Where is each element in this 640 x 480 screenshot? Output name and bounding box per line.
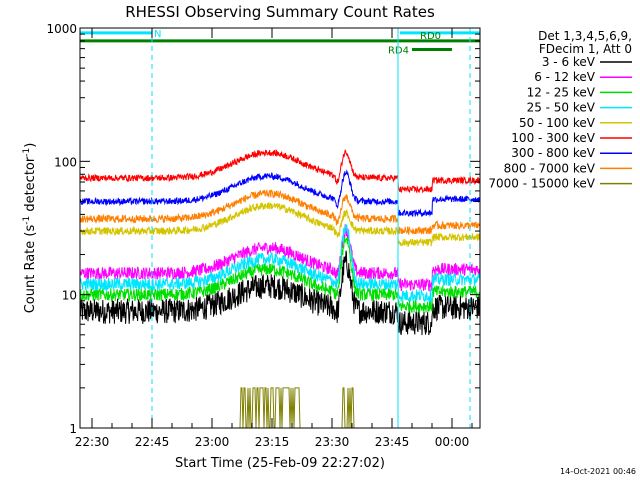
y-tick-label-0: 1 — [69, 422, 77, 436]
x-tick-label-5: 23:45 — [375, 435, 410, 449]
y-axis-label-sup: -1 — [22, 148, 32, 157]
y-axis: 1 10 100 1000 — [46, 22, 480, 436]
legend-label-3: 25 - 50 keV — [527, 101, 596, 115]
legend-label-6: 300 - 800 keV — [511, 146, 595, 160]
flag-label-2: RD0 — [420, 31, 441, 42]
legend-label-1: 6 - 12 keV — [534, 70, 596, 84]
legend-label-5: 100 - 300 keV — [511, 131, 595, 145]
legend-label-8: 7000 - 15000 keV — [488, 177, 595, 191]
plot-data — [79, 149, 481, 429]
series-line-0 — [79, 250, 481, 336]
series-line-3 — [79, 224, 481, 304]
plot-frame — [79, 27, 481, 429]
x-tick-label-1: 22:45 — [135, 435, 170, 449]
legend-label-7: 800 - 7000 keV — [504, 161, 596, 175]
series-line-4 — [79, 202, 481, 247]
x-tick-label-0: 22:30 — [75, 435, 110, 449]
x-axis: 22:30 22:45 23:00 23:15 23:30 23:45 00:00 — [75, 28, 473, 449]
x-tick-label-4: 23:30 — [315, 435, 350, 449]
y-tick-label-3: 1000 — [46, 22, 77, 36]
y-tick-label-1: 10 — [62, 289, 77, 303]
legend-label-4: 50 - 100 keV — [519, 116, 596, 130]
series-line-8 — [80, 387, 480, 429]
series-line-1 — [79, 223, 481, 292]
legend-label-0: 3 - 6 keV — [542, 55, 596, 69]
series-line-5 — [79, 149, 481, 194]
y-axis-label: Count Rate (s-1 detector-1) — [22, 143, 38, 314]
y-axis-label-sup: -1 — [22, 216, 32, 225]
x-axis-label: Start Time (25-Feb-09 22:27:02) — [175, 456, 385, 471]
x-tick-label-3: 23:15 — [255, 435, 290, 449]
legend-header-line-2: FDecim 1, Att 0 — [539, 42, 632, 56]
y-tick-label-2: 100 — [54, 155, 77, 169]
y-axis-label-part: detector — [23, 156, 38, 216]
y-axis-label-part: Count Rate (s — [23, 225, 38, 314]
y-axis-label-part: ) — [23, 143, 38, 148]
series-line-7 — [79, 189, 481, 235]
flag-bars: NRD0RD4 — [80, 29, 480, 56]
chart-title: RHESSI Observing Summary Count Rates — [125, 3, 435, 21]
legend-label-2: 12 - 25 keV — [527, 85, 596, 99]
flag-label-0: N — [154, 29, 161, 40]
legend-header-line-1: Det 1,3,4,5,6,9, — [538, 29, 632, 43]
generation-timestamp: 14-Oct-2021 00:46 — [560, 467, 636, 476]
x-tick-label-2: 23:00 — [195, 435, 230, 449]
x-tick-label-6: 00:00 — [435, 435, 470, 449]
series-line-6 — [79, 169, 481, 218]
